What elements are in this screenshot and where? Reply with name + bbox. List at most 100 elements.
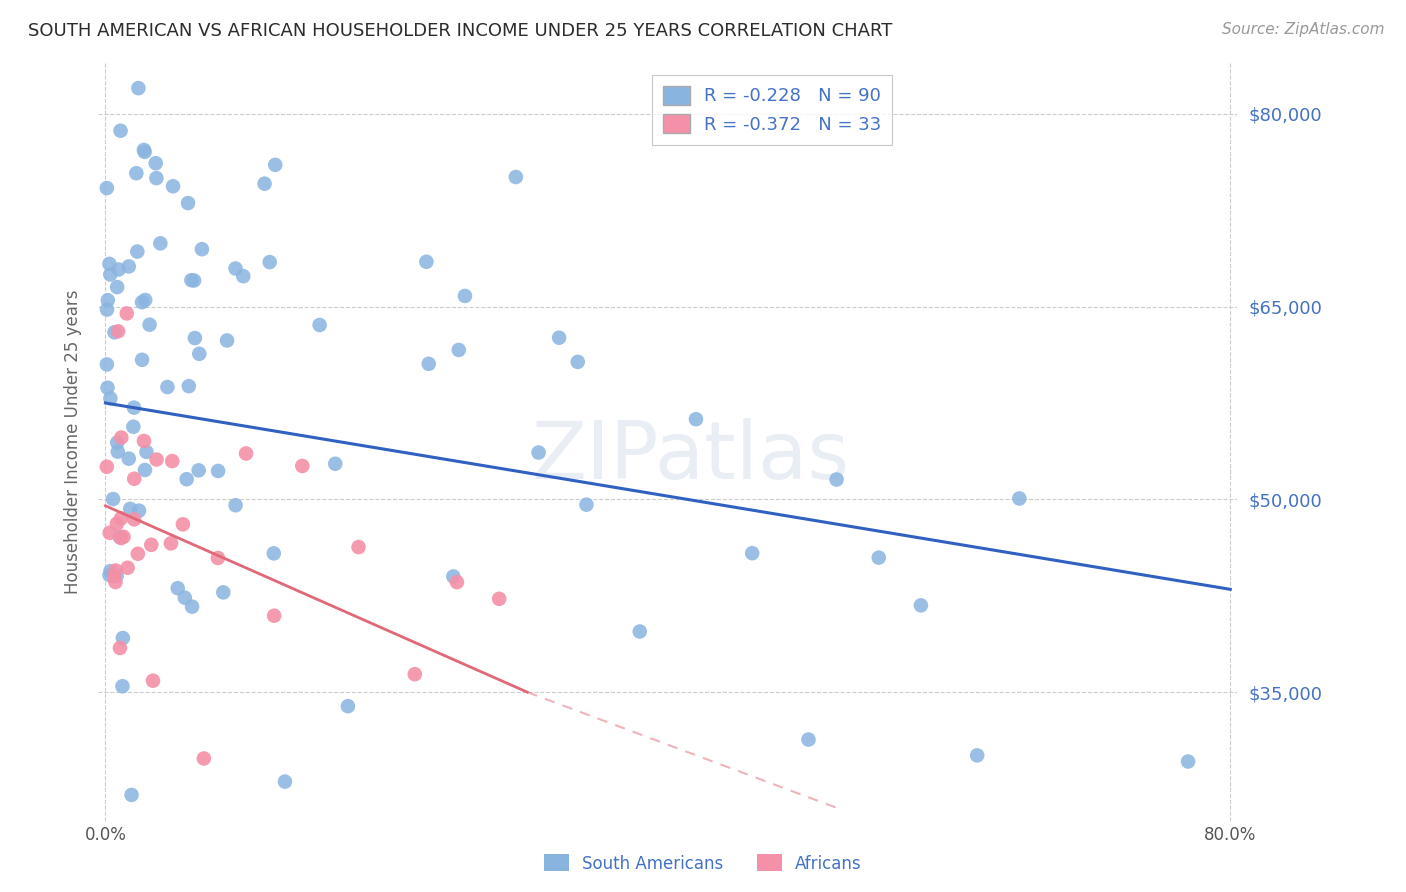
Point xyxy=(193,751,215,765)
Point xyxy=(96,381,118,395)
Point xyxy=(291,458,314,473)
Point xyxy=(107,324,129,338)
Point xyxy=(145,171,167,186)
Point xyxy=(177,196,200,211)
Point xyxy=(160,454,183,468)
Point xyxy=(127,244,149,259)
Point xyxy=(100,564,122,578)
Point xyxy=(105,516,128,531)
Point xyxy=(134,293,156,307)
Point xyxy=(741,546,763,560)
Point xyxy=(212,585,235,599)
Point xyxy=(98,257,121,271)
Point xyxy=(825,473,848,487)
Point xyxy=(101,491,124,506)
Point xyxy=(548,331,571,345)
Text: SOUTH AMERICAN VS AFRICAN HOUSEHOLDER INCOME UNDER 25 YEARS CORRELATION CHART: SOUTH AMERICAN VS AFRICAN HOUSEHOLDER IN… xyxy=(28,22,893,40)
Point xyxy=(122,401,145,415)
Point xyxy=(128,503,150,517)
Point xyxy=(132,143,155,157)
Point xyxy=(98,568,121,582)
Point xyxy=(97,293,120,308)
Point xyxy=(110,531,132,545)
Point xyxy=(575,498,598,512)
Point xyxy=(447,343,470,357)
Point xyxy=(404,667,426,681)
Point xyxy=(105,568,128,582)
Point xyxy=(96,459,118,474)
Point xyxy=(96,358,118,372)
Point xyxy=(110,124,132,138)
Point xyxy=(191,242,214,256)
Point xyxy=(1008,491,1031,506)
Point xyxy=(235,446,257,460)
Point xyxy=(207,464,229,478)
Point xyxy=(134,463,156,477)
Point xyxy=(103,326,125,340)
Point xyxy=(156,380,179,394)
Point xyxy=(104,575,127,590)
Point xyxy=(115,306,138,320)
Point xyxy=(188,347,211,361)
Y-axis label: Householder Income Under 25 years: Householder Income Under 25 years xyxy=(65,289,83,594)
Point xyxy=(274,774,297,789)
Point xyxy=(173,591,195,605)
Point xyxy=(131,295,153,310)
Point xyxy=(96,302,118,317)
Point xyxy=(117,560,139,574)
Point xyxy=(177,379,200,393)
Point xyxy=(259,255,281,269)
Point xyxy=(1177,755,1199,769)
Point xyxy=(166,581,188,595)
Point xyxy=(628,624,651,639)
Point xyxy=(264,158,287,172)
Point xyxy=(797,732,820,747)
Point xyxy=(187,463,209,477)
Point xyxy=(225,261,247,276)
Point xyxy=(184,331,207,345)
Point xyxy=(108,640,131,655)
Point xyxy=(215,334,238,348)
Point xyxy=(418,357,440,371)
Point xyxy=(232,269,254,284)
Point xyxy=(488,591,510,606)
Legend: R = -0.228   N = 90, R = -0.372   N = 33: R = -0.228 N = 90, R = -0.372 N = 33 xyxy=(652,75,893,145)
Point xyxy=(100,392,122,406)
Point xyxy=(110,431,132,445)
Point xyxy=(415,254,437,268)
Point xyxy=(142,673,165,688)
Point xyxy=(98,268,121,282)
Point xyxy=(454,289,477,303)
Point xyxy=(105,435,128,450)
Point xyxy=(181,599,204,614)
Legend: South Americans, Africans: South Americans, Africans xyxy=(537,847,869,880)
Point xyxy=(118,260,141,274)
Text: ZIPatlas: ZIPatlas xyxy=(531,417,849,496)
Point xyxy=(910,599,932,613)
Point xyxy=(446,575,468,590)
Point xyxy=(127,547,149,561)
Point xyxy=(141,538,163,552)
Point xyxy=(107,444,129,458)
Point xyxy=(131,352,153,367)
Point xyxy=(149,236,172,251)
Point xyxy=(110,511,132,525)
Point xyxy=(122,472,145,486)
Point xyxy=(111,631,134,645)
Point xyxy=(112,530,135,544)
Point xyxy=(441,569,464,583)
Point xyxy=(180,273,202,287)
Point xyxy=(118,451,141,466)
Point xyxy=(225,498,247,512)
Point xyxy=(121,788,143,802)
Point xyxy=(336,699,359,714)
Point xyxy=(120,501,142,516)
Point xyxy=(127,81,149,95)
Point xyxy=(145,156,167,170)
Point xyxy=(176,472,198,486)
Point xyxy=(868,550,890,565)
Point xyxy=(104,564,127,578)
Point xyxy=(107,262,129,277)
Point xyxy=(207,551,229,566)
Point xyxy=(138,318,160,332)
